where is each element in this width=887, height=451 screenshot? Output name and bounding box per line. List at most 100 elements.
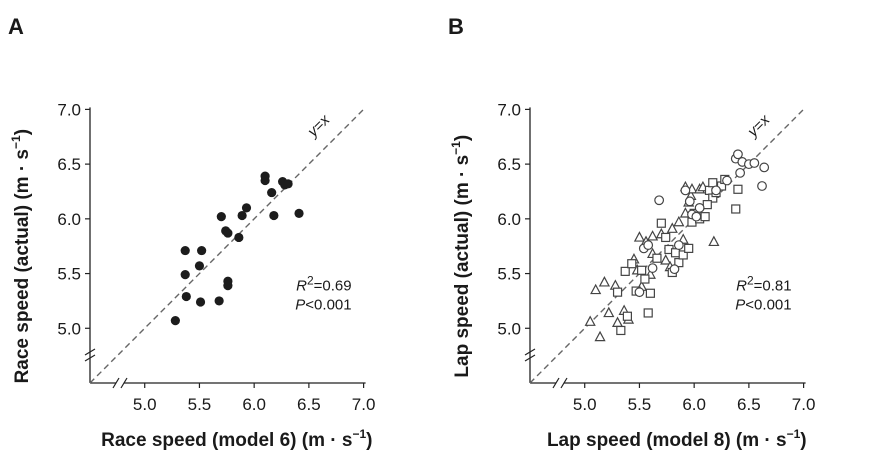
data-point (180, 270, 190, 280)
y-tick-label: 6.5 (57, 155, 81, 174)
data-point-triangle (611, 316, 624, 328)
x-axis-break (552, 377, 568, 389)
x-tick-label: 5.0 (573, 395, 597, 414)
x-tick-label: 7.0 (352, 395, 376, 414)
data-point-square (661, 232, 671, 243)
data-point-circle (654, 195, 665, 206)
data-point-circle (647, 263, 658, 273)
data-point (260, 175, 270, 186)
r-squared-superscript: 2 (307, 273, 314, 287)
x-tick-label: 5.0 (133, 395, 157, 414)
x-tick-label: 6.5 (737, 395, 761, 414)
data-point-circle (691, 211, 702, 222)
data-point-triangle (646, 230, 659, 241)
data-point (195, 297, 206, 307)
data-point-square (702, 200, 712, 210)
data-point-square (640, 274, 650, 284)
data-point (216, 212, 226, 222)
data-point-circle (759, 162, 770, 173)
x-axis-title-superscript: −1 (787, 427, 801, 441)
y-tick-label: 5.5 (57, 265, 81, 284)
panel-a: A 5.0 5.5 6.0 6.5 7.0 5.0 5.5 6.0 6.5 7.0 y=x R2=0.6… (8, 14, 375, 451)
data-point (234, 232, 244, 243)
data-point-circle (669, 264, 680, 275)
y-tick-label: 6.5 (497, 155, 521, 174)
data-point-triangle (590, 283, 602, 295)
data-point-square (620, 266, 630, 276)
data-point (283, 179, 293, 189)
data-point-square (627, 259, 637, 269)
x-axis-title: Lap speed (model 8) (m · s−1) (547, 427, 807, 451)
data-point (180, 245, 190, 256)
p-value-value: <0.001 (305, 296, 351, 313)
data-point-circle (643, 240, 654, 251)
data-point-circle (711, 185, 721, 196)
x-axis-break (112, 377, 128, 389)
r-squared-superscript: 2 (747, 273, 754, 287)
p-value-value: <0.001 (745, 296, 791, 313)
x-tick-label: 5.5 (628, 395, 652, 414)
p-value-label: P<0.001 (735, 296, 791, 313)
y-tick-label: 7.0 (57, 100, 81, 119)
r-squared-symbol: R (736, 277, 747, 294)
data-point (170, 316, 180, 326)
data-point (181, 291, 191, 302)
data-point-square (622, 311, 633, 321)
y-axis-title: Lap speed (actual) (m · s−1) (449, 135, 473, 378)
y-axis-break (84, 348, 96, 362)
y-tick-label: 6.0 (497, 210, 521, 229)
data-point-triangle (708, 235, 720, 247)
reference-line (89, 108, 365, 384)
data-point-circle (680, 185, 691, 196)
data-point-circle (757, 181, 767, 191)
y-axis-title-text: Lap speed (actual) (m · s (452, 155, 473, 378)
data-point-square (656, 218, 666, 228)
x-axis-title-superscript: −1 (352, 427, 366, 441)
data-point-triangle (603, 306, 615, 318)
data-point-circle (735, 167, 746, 178)
p-value-label: P<0.001 (295, 296, 351, 313)
data-point-circle (634, 287, 645, 298)
data-point-triangle (633, 231, 646, 242)
data-point (223, 228, 233, 238)
data-point (197, 245, 207, 256)
x-tick-label: 6.0 (682, 395, 706, 414)
data-point (194, 261, 205, 271)
data-point (214, 296, 224, 306)
r-squared-symbol: R (296, 277, 307, 294)
y-tick-label: 5.0 (57, 319, 81, 338)
y-axis-title: Race speed (actual) (m · s−1) (9, 129, 33, 383)
panel-letter: A (8, 14, 24, 39)
data-point (267, 187, 277, 198)
data-point-square (612, 287, 623, 297)
y-tick-label: 5.5 (497, 265, 521, 284)
x-axis-title-text: Lap speed (model 8) (m · s (547, 430, 787, 451)
y-tick-label: 5.0 (497, 319, 521, 338)
data-point-square (708, 178, 718, 188)
x-tick-label: 6.0 (242, 395, 266, 414)
y-tick-label: 6.0 (57, 210, 81, 229)
x-axis-title-text: Race speed (model 6) (m · s (101, 430, 352, 451)
data-point-square (700, 212, 710, 222)
y-axis-title-superscript: −1 (449, 141, 463, 155)
data-point (241, 203, 252, 213)
y-tick-label: 7.0 (497, 100, 521, 119)
data-point-square (645, 288, 655, 298)
data-point-square (637, 265, 647, 275)
y-axis-title-text: Race speed (actual) (m · s (12, 149, 33, 383)
data-point-triangle (594, 330, 606, 342)
data-point-circle (749, 158, 760, 168)
data-point-triangle (584, 315, 596, 326)
y-axis-title-end: ) (452, 135, 473, 141)
data-point (223, 280, 233, 291)
panel-b: B 5.0 5.5 6.0 6.5 7.0 5.0 5.5 6.0 6.5 7.0 y=x R2=0.8… (448, 14, 815, 451)
x-tick-label: 6.5 (297, 395, 321, 414)
data-point-circle (673, 240, 684, 251)
data-point-square (652, 253, 662, 263)
data-point (294, 208, 304, 218)
r-squared-label: R2=0.81 (736, 273, 792, 294)
x-axis-title-end: ) (366, 430, 372, 451)
p-value-symbol: P (735, 296, 745, 313)
data-point (269, 210, 279, 221)
